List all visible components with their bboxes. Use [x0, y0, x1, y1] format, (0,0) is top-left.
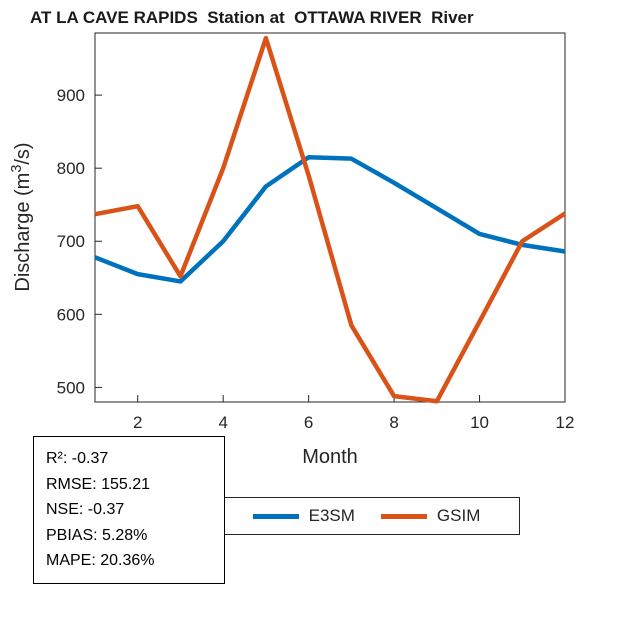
y-axis-label: Discharge (m3/s): [9, 142, 35, 291]
y-axis-label-superscript: 3: [9, 164, 26, 173]
series-line-gsim: [94, 35, 567, 404]
y-tick-label: 500: [57, 378, 85, 397]
x-tick-label: 2: [133, 413, 142, 432]
legend-item-gsim[interactable]: GSIM: [380, 506, 481, 526]
y-tick-label: 700: [57, 232, 85, 251]
y-tick-label: 900: [57, 86, 85, 105]
stat-pbias: PBIAS: 5.28%: [46, 526, 148, 544]
legend-label-gsim: GSIM: [436, 506, 481, 525]
stats-annotation-box[interactable]: R²: -0.37 RMSE: 155.21 NSE: -0.37 PBIAS:…: [33, 436, 225, 584]
axes-box: [94, 32, 566, 403]
x-axis-label: Month: [302, 446, 358, 468]
x-tick-label: 8: [389, 413, 398, 432]
x-tick-label: 12: [556, 413, 575, 432]
y-tick-label: 600: [57, 305, 85, 324]
legend-item-e3sm[interactable]: E3SM: [252, 506, 355, 526]
x-tick-label: 10: [470, 413, 489, 432]
x-tick-label: 6: [304, 413, 313, 432]
y-axis-label-text: Discharge (m: [11, 172, 34, 292]
stat-rmse: RMSE: 155.21: [46, 475, 151, 493]
e3sm-line-swatch: [252, 513, 299, 519]
legend[interactable]: E3SM GSIM: [213, 497, 520, 535]
chart-title: AT LA CAVE RAPIDS Station at OTTAWA RIVE…: [30, 8, 474, 27]
x-tick-label: 4: [218, 413, 227, 432]
series-line-e3sm: [94, 154, 566, 284]
y-tick-label: 800: [57, 159, 85, 178]
legend-label-e3sm: E3SM: [308, 506, 355, 525]
y-axis-label-unit: /s): [11, 142, 34, 165]
stat-mape: MAPE: 20.36%: [46, 552, 155, 570]
stat-nse: NSE: -0.37: [46, 501, 125, 519]
gsim-line-swatch: [380, 513, 427, 519]
stat-r2: R²: -0.37: [46, 450, 109, 467]
